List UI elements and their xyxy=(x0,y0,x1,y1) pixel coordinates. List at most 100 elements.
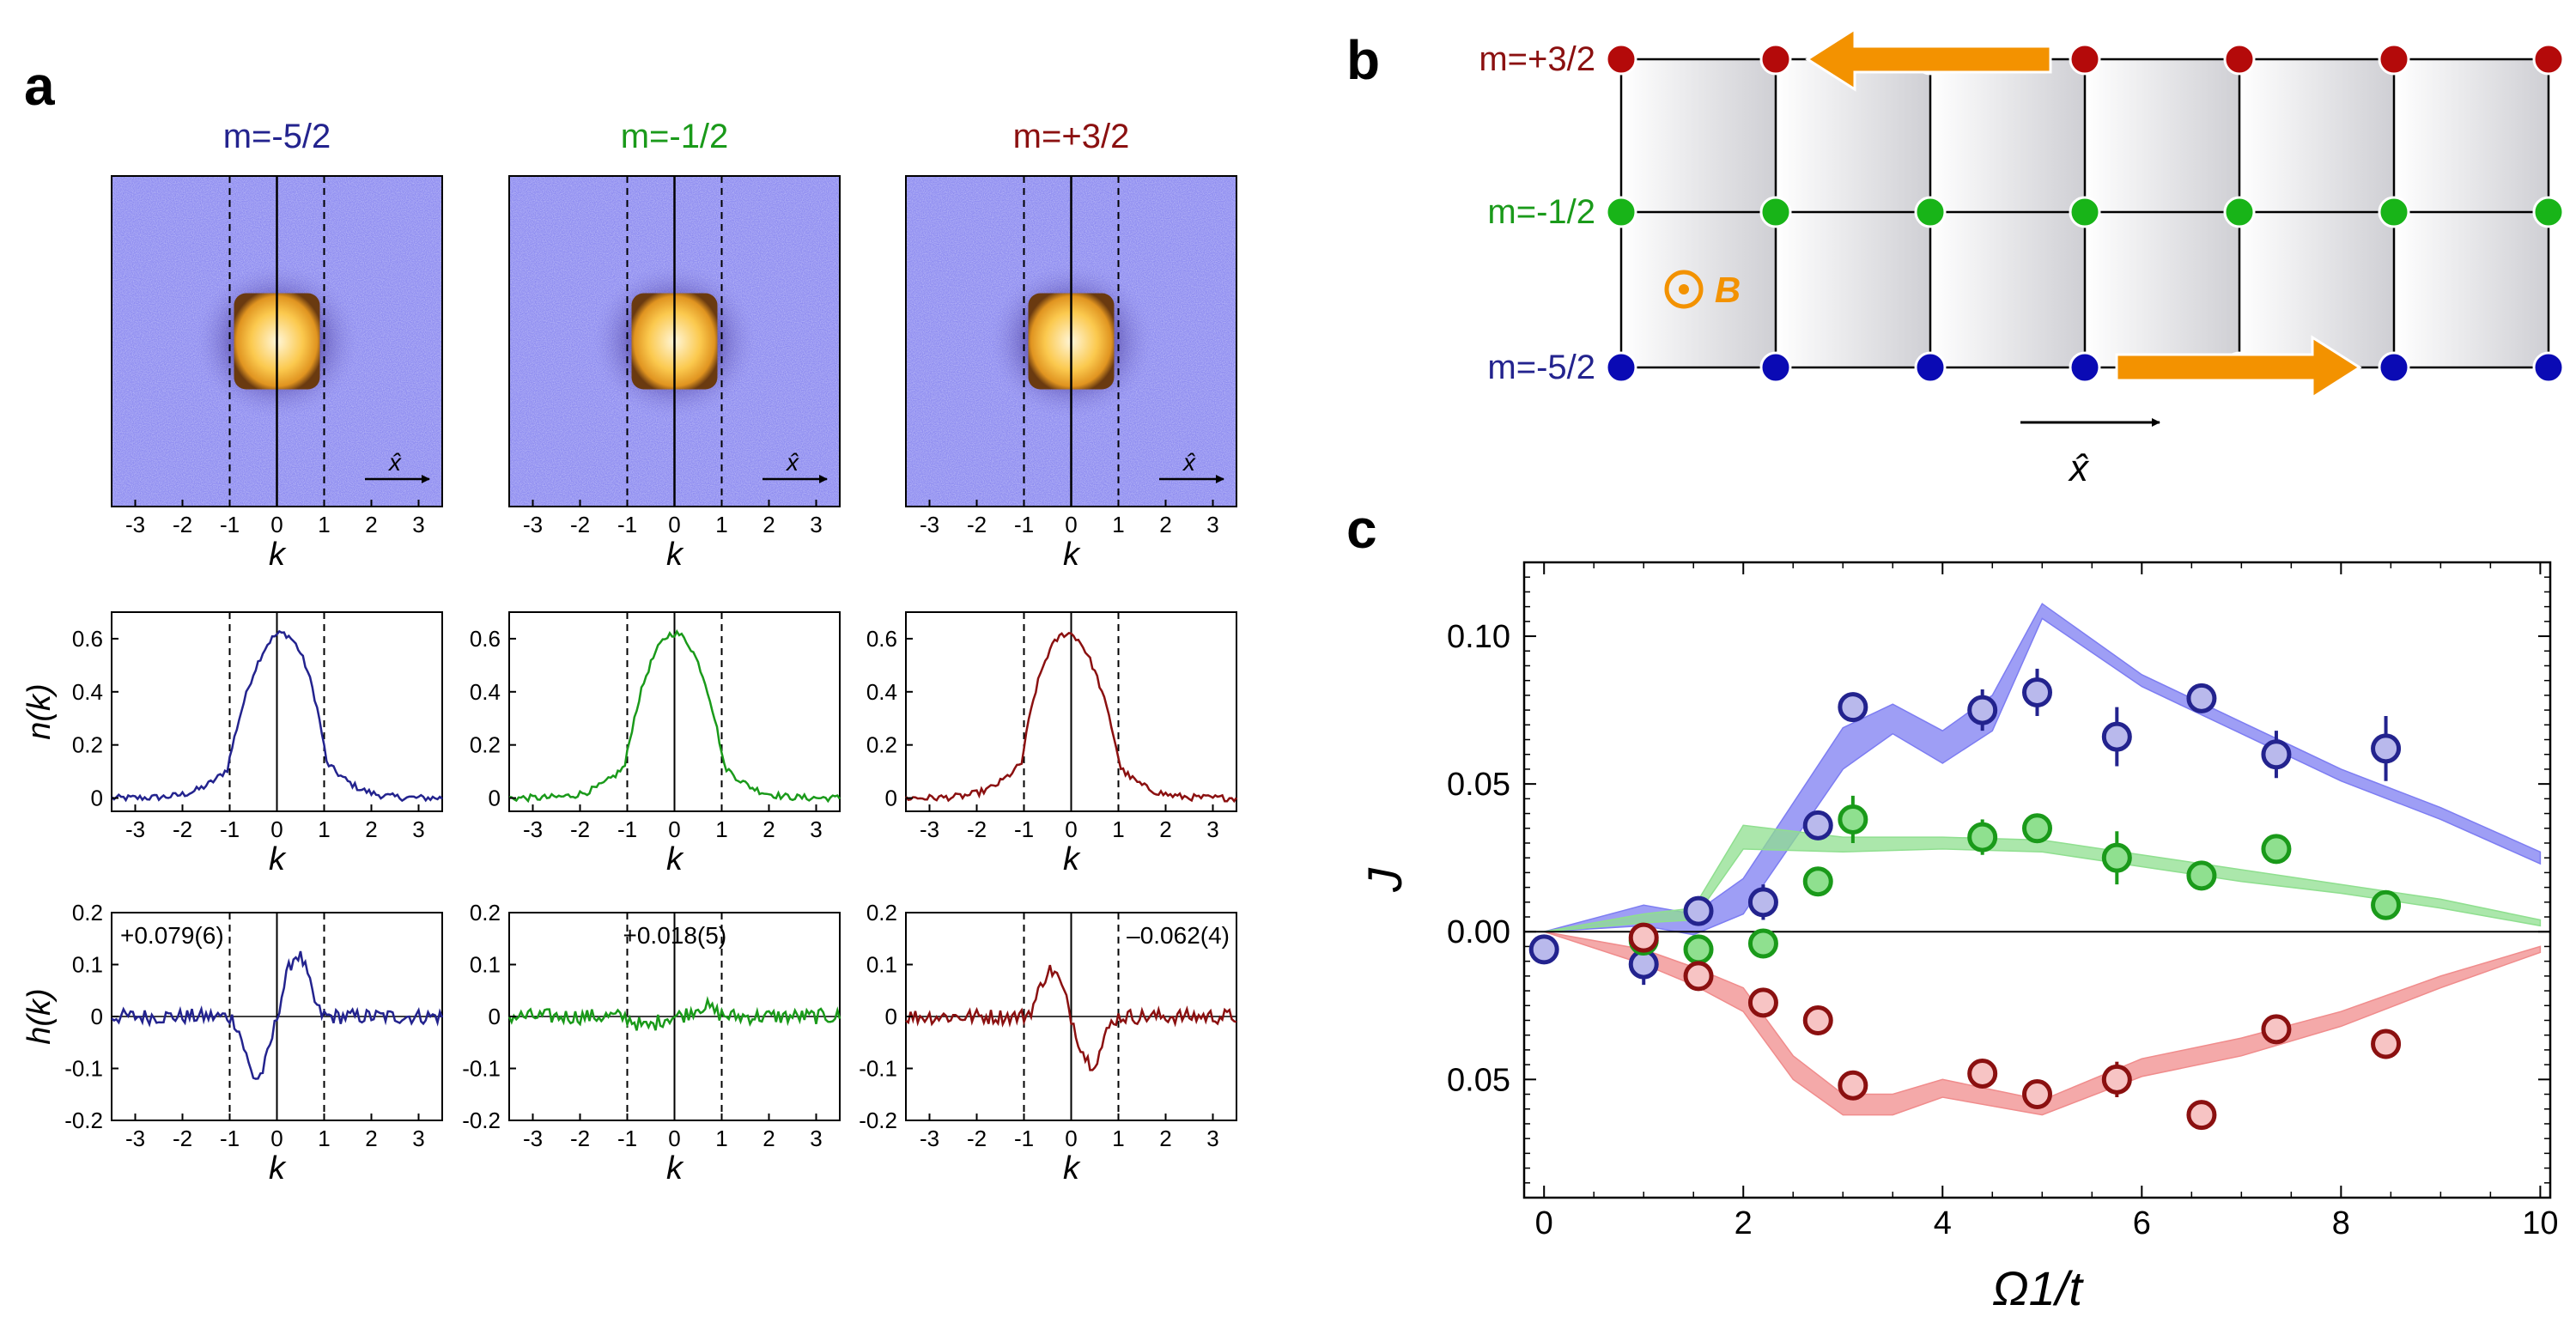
x-tick-label: -2 xyxy=(967,816,987,842)
x-tick-label: -3 xyxy=(523,1126,543,1151)
x-tick-label: 1 xyxy=(1112,512,1124,537)
data-point xyxy=(2022,1079,2052,1110)
y-tick-label: -0.1 xyxy=(64,1056,103,1082)
x-tick-label: 8 xyxy=(2332,1205,2350,1241)
n-axis-label: n(k) xyxy=(21,683,58,739)
lattice-cell xyxy=(2239,59,2394,367)
xhat-label: x̂ xyxy=(387,449,402,476)
state-label: m=-1/2 xyxy=(1487,193,1595,231)
h-value-label: +0.018(5) xyxy=(623,922,727,949)
x-tick-label: 0 xyxy=(1065,816,1077,842)
x-tick-label: 2 xyxy=(1159,816,1171,842)
data-point xyxy=(1838,1070,1868,1101)
lattice-site xyxy=(2378,351,2410,384)
x-tick-label: 0 xyxy=(1065,1126,1077,1151)
y-tick-label: 0.6 xyxy=(866,626,897,652)
lattice-site xyxy=(1605,43,1637,76)
orange-arrow-left xyxy=(1805,27,2052,92)
y-tick-label: 0.2 xyxy=(470,900,501,925)
x-tick-label: -3 xyxy=(920,1126,939,1151)
b-field-dot-icon xyxy=(1679,284,1689,294)
data-point xyxy=(2371,889,2402,920)
x-tick-label: 0 xyxy=(270,512,283,537)
data-point xyxy=(1802,1004,1833,1035)
y-tick-label: 0.6 xyxy=(72,626,103,652)
orange-arrow-right xyxy=(2115,335,2362,400)
x-tick-label: -1 xyxy=(220,512,240,537)
x-tick-label: 0 xyxy=(270,816,283,842)
y-tick-label: 0.05 xyxy=(1447,1062,1510,1098)
xhat-label: x̂ xyxy=(785,449,799,476)
x-tick-label: -2 xyxy=(967,512,987,537)
data-point xyxy=(1628,922,1659,953)
x-tick-label: 2 xyxy=(762,1126,775,1151)
x-tick-label: 3 xyxy=(1206,512,1218,537)
state-label: m=-5/2 xyxy=(1487,349,1595,386)
x-tick-label: 4 xyxy=(1934,1205,1952,1241)
y-tick-label: 0.1 xyxy=(72,952,103,978)
panel-b: m=+3/2 m=-1/2 m=-5/2 Bx̂ xyxy=(1479,27,2565,489)
data-point xyxy=(1967,1058,1998,1089)
data-point xyxy=(1802,866,1833,897)
lattice-site xyxy=(2378,43,2410,76)
h-axis-label: h(k) xyxy=(21,988,58,1044)
x-tick-label: 3 xyxy=(810,512,822,537)
data-point xyxy=(2101,842,2132,873)
x-tick-label: 2 xyxy=(365,512,377,537)
x-tick-label: 3 xyxy=(412,816,424,842)
n-curve xyxy=(905,631,1238,804)
x-tick-label: -3 xyxy=(523,816,543,842)
lattice-site xyxy=(1605,351,1637,384)
x-tick-label: -3 xyxy=(125,1126,145,1151)
y-tick-label: 0.1 xyxy=(470,952,501,978)
column-title: m=-1/2 xyxy=(621,118,729,155)
y-tick-label: 0.2 xyxy=(72,732,103,758)
x-axis-label: k xyxy=(269,841,287,877)
b-field-icon xyxy=(1664,270,1704,309)
x-axis-label: Ω1/t xyxy=(1992,1261,2084,1315)
x-tick-label: -2 xyxy=(570,512,590,537)
xhat-label: x̂ xyxy=(2068,447,2090,489)
x-axis-label: k xyxy=(666,537,684,573)
x-tick-label: 3 xyxy=(1206,816,1218,842)
lattice-cell xyxy=(2085,59,2239,367)
x-tick-label: 0 xyxy=(1065,512,1077,537)
x-axis-label: k xyxy=(666,841,684,877)
lattice-site xyxy=(1759,43,1792,76)
y-tick-label: 0 xyxy=(489,1004,501,1029)
y-tick-label: -0.1 xyxy=(462,1056,501,1082)
panel-letter-c: c xyxy=(1346,498,1377,560)
x-axis-label: k xyxy=(1063,841,1081,877)
x-tick-label: 1 xyxy=(1112,816,1124,842)
lattice-site xyxy=(2532,43,2565,76)
y-tick-label: 0.2 xyxy=(866,732,897,758)
x-tick-label: 0 xyxy=(668,512,680,537)
x-tick-label: 10 xyxy=(2522,1205,2558,1241)
x-axis-label: k xyxy=(1063,537,1081,573)
x-tick-label: -1 xyxy=(220,816,240,842)
x-axis-label: k xyxy=(269,1150,287,1186)
y-tick-label: 0.4 xyxy=(866,679,897,705)
lattice-site xyxy=(2378,196,2410,228)
lattice-site xyxy=(1759,196,1792,228)
x-axis-label: k xyxy=(1063,1150,1081,1186)
x-tick-label: 1 xyxy=(715,1126,727,1151)
y-tick-label: 0.10 xyxy=(1447,619,1510,655)
y-tick-label: -0.2 xyxy=(64,1108,103,1133)
y-tick-label: 0.2 xyxy=(866,900,897,925)
data-point xyxy=(1967,695,1998,725)
x-tick-label: 1 xyxy=(318,1126,330,1151)
y-tick-label: -0.1 xyxy=(859,1056,897,1082)
x-tick-label: 2 xyxy=(1159,512,1171,537)
x-tick-label: 0 xyxy=(270,1126,283,1151)
x-tick-label: -1 xyxy=(617,1126,637,1151)
x-tick-label: -2 xyxy=(570,816,590,842)
x-tick-label: -1 xyxy=(617,512,637,537)
x-tick-label: -3 xyxy=(125,816,145,842)
data-point xyxy=(2261,739,2292,770)
y-tick-label: 0.6 xyxy=(470,626,501,652)
y-tick-label: 0.4 xyxy=(470,679,501,705)
data-point xyxy=(1838,804,1868,834)
